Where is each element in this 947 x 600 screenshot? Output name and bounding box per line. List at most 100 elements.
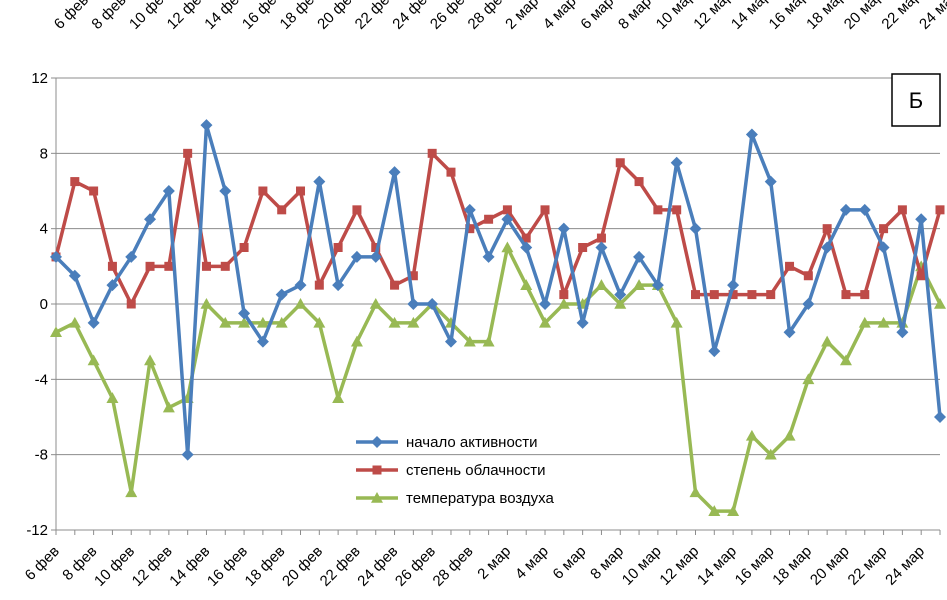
data-point — [145, 261, 155, 271]
data-point — [596, 233, 606, 243]
data-point — [858, 316, 871, 328]
data-point — [296, 186, 306, 196]
data-point — [369, 250, 382, 263]
legend-item: начало активности — [356, 434, 538, 451]
data-point — [539, 316, 552, 328]
data-point — [162, 401, 175, 413]
data-point — [87, 316, 100, 329]
series-0 — [50, 119, 946, 461]
x-tick-label-bottom: 14 фев — [166, 543, 213, 590]
data-point — [446, 167, 456, 177]
data-point — [689, 222, 702, 235]
x-tick-label-top: 4 мар — [540, 0, 580, 33]
data-point — [427, 148, 437, 158]
x-tick-label-top: 8 фев — [88, 0, 129, 33]
data-point — [372, 465, 382, 475]
data-point — [126, 299, 136, 309]
x-tick-label-top: 10 мар — [653, 0, 699, 33]
data-point — [162, 185, 175, 197]
data-point — [672, 205, 682, 215]
data-point — [125, 486, 138, 498]
x-tick-label-bottom: 2 мар — [474, 543, 514, 583]
x-tick-label-bottom: 10 мар — [619, 543, 665, 589]
data-point — [484, 214, 494, 224]
data-point — [615, 158, 625, 168]
data-point — [125, 250, 138, 263]
data-point — [220, 261, 230, 271]
x-tick-label-bottom: 16 мар — [732, 543, 778, 589]
data-point — [200, 298, 213, 309]
data-point — [333, 243, 343, 252]
panel-label-box: Б — [891, 73, 941, 127]
x-tick-label-bottom: 12 фев — [129, 543, 176, 590]
data-point — [70, 177, 80, 187]
x-tick-label-bottom: 22 мар — [845, 543, 891, 589]
x-tick-label-bottom: 10 фев — [91, 543, 138, 590]
x-tick-label-bottom: 14 мар — [694, 543, 740, 589]
x-tick-label-top: 14 мар — [728, 0, 774, 33]
x-tick-label-top: 20 мар — [841, 0, 887, 33]
data-point — [106, 279, 119, 292]
x-tick-label-top: 22 мар — [878, 0, 924, 33]
data-point — [388, 166, 401, 179]
data-point — [314, 280, 324, 290]
data-point — [783, 326, 796, 339]
data-point — [934, 411, 946, 423]
data-point — [614, 298, 627, 309]
x-tick-label-bottom: 24 мар — [882, 543, 928, 589]
y-tick-label: 12 — [31, 70, 48, 87]
data-point — [802, 298, 815, 310]
data-point — [728, 290, 738, 300]
data-point — [727, 279, 740, 292]
data-point — [559, 290, 569, 300]
x-tick-label-top: 16 фев — [239, 0, 286, 33]
data-point — [785, 261, 795, 271]
data-point — [802, 373, 815, 385]
x-tick-label-top: 22 фев — [352, 0, 399, 33]
panel-label: Б — [909, 88, 923, 113]
data-point — [407, 298, 420, 310]
data-point — [388, 316, 401, 328]
x-tick-label-top: 24 мар — [916, 0, 947, 33]
data-point — [935, 205, 945, 215]
data-point — [539, 298, 552, 310]
legend: начало активности степень облачности темпе… — [356, 434, 555, 507]
x-tick-label-top: 10 фев — [126, 0, 173, 33]
data-point — [502, 205, 512, 215]
legend-label: температура воздуха — [406, 490, 555, 507]
x-tick-label-top: 20 фев — [314, 0, 361, 33]
data-point — [371, 492, 383, 503]
x-tick-label-top: 12 фев — [164, 0, 211, 33]
data-point — [520, 279, 533, 290]
data-point — [183, 148, 193, 158]
y-tick-label: 4 — [40, 221, 48, 238]
data-point — [670, 316, 683, 328]
x-tick-label-bottom: 16 фев — [204, 543, 251, 590]
x-tick-label-bottom: 20 мар — [807, 543, 853, 589]
data-point — [277, 205, 287, 215]
data-point — [651, 279, 664, 292]
series-2 — [50, 241, 946, 516]
data-point — [350, 250, 363, 263]
data-point — [690, 290, 700, 300]
data-point — [557, 222, 570, 235]
x-tick-label-bottom: 6 фев — [22, 543, 63, 584]
data-point — [576, 316, 589, 329]
legend-item: степень облачности — [356, 462, 546, 479]
y-tick-label: 8 — [40, 145, 48, 162]
data-point — [557, 298, 570, 309]
data-point — [238, 307, 251, 320]
data-point — [821, 335, 834, 347]
data-point — [256, 316, 269, 328]
data-point — [144, 354, 157, 366]
y-tick-label: -8 — [35, 447, 48, 464]
data-point — [463, 203, 476, 216]
data-point — [727, 505, 740, 516]
data-point — [352, 205, 362, 215]
data-point — [107, 261, 117, 271]
data-point — [408, 271, 418, 281]
data-point — [521, 233, 531, 243]
x-tick-label-bottom: 24 фев — [354, 543, 401, 590]
x-tick-label-bottom: 22 фев — [317, 543, 364, 590]
